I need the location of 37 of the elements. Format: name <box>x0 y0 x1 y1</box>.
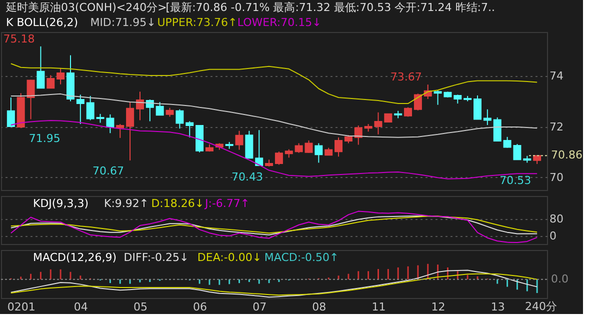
chart-subtitle: [最新:70.86 -0.71% 最高:71.32 最低:70.53 今开:71.24 昨结:7.. <box>166 1 495 14</box>
x-tick-label: 11 <box>372 300 386 314</box>
y-tick-label: 80 <box>550 212 564 226</box>
annotation: 70.53 <box>500 174 532 187</box>
x-tick-label: 12 <box>431 300 446 314</box>
annotation: 70.67 <box>92 164 124 178</box>
legend-title: K BOLL(26,2) <box>6 16 78 29</box>
series-label: K:9.92↑ <box>104 197 149 210</box>
legend-title: KDJ(9,3,3) <box>33 197 88 210</box>
text: DEA:-0.00↓ <box>197 251 262 264</box>
annotation: 70.43 <box>232 170 264 184</box>
x-tick-label: 05 <box>133 300 148 314</box>
y-tick-label: 72 <box>550 120 564 134</box>
y-tick-label: 0 <box>550 229 556 242</box>
text: UPPER:73.76↑ <box>157 16 238 29</box>
text: 240分 <box>525 300 557 313</box>
series-label: J:-6.77↑ <box>204 197 250 210</box>
legend-title: MACD(12,26,9) <box>33 251 117 264</box>
annotation: 73.67 <box>390 70 422 84</box>
annotation: 71.95 <box>28 132 60 146</box>
ref-line-label: 70.86 <box>551 148 582 162</box>
text: DIFF:-0.25↓ <box>124 251 189 264</box>
text: LOWER:70.15↓ <box>237 16 322 29</box>
x-tick-label: 06 <box>193 300 208 314</box>
x-tick-label: 04 <box>74 300 88 314</box>
series-label: D:18.26↓ <box>151 197 204 210</box>
y-tick-label: 74 <box>550 70 564 83</box>
y-tick-label: 70 <box>550 170 564 184</box>
annotation: 75.18 <box>3 32 35 46</box>
chart-title: 延时美原油03(CONH)<240分> <box>5 1 167 14</box>
x-tick-label: 0201 <box>7 300 36 314</box>
text: MID:71.95↓ <box>90 16 156 29</box>
x-tick-label: 08 <box>312 300 326 314</box>
series-label: MACD:-0.50↑ <box>264 251 339 264</box>
ref-line-label: 0.0 <box>551 272 568 286</box>
x-tick-label: 13 <box>490 300 505 314</box>
x-tick-label: 07 <box>252 300 267 314</box>
